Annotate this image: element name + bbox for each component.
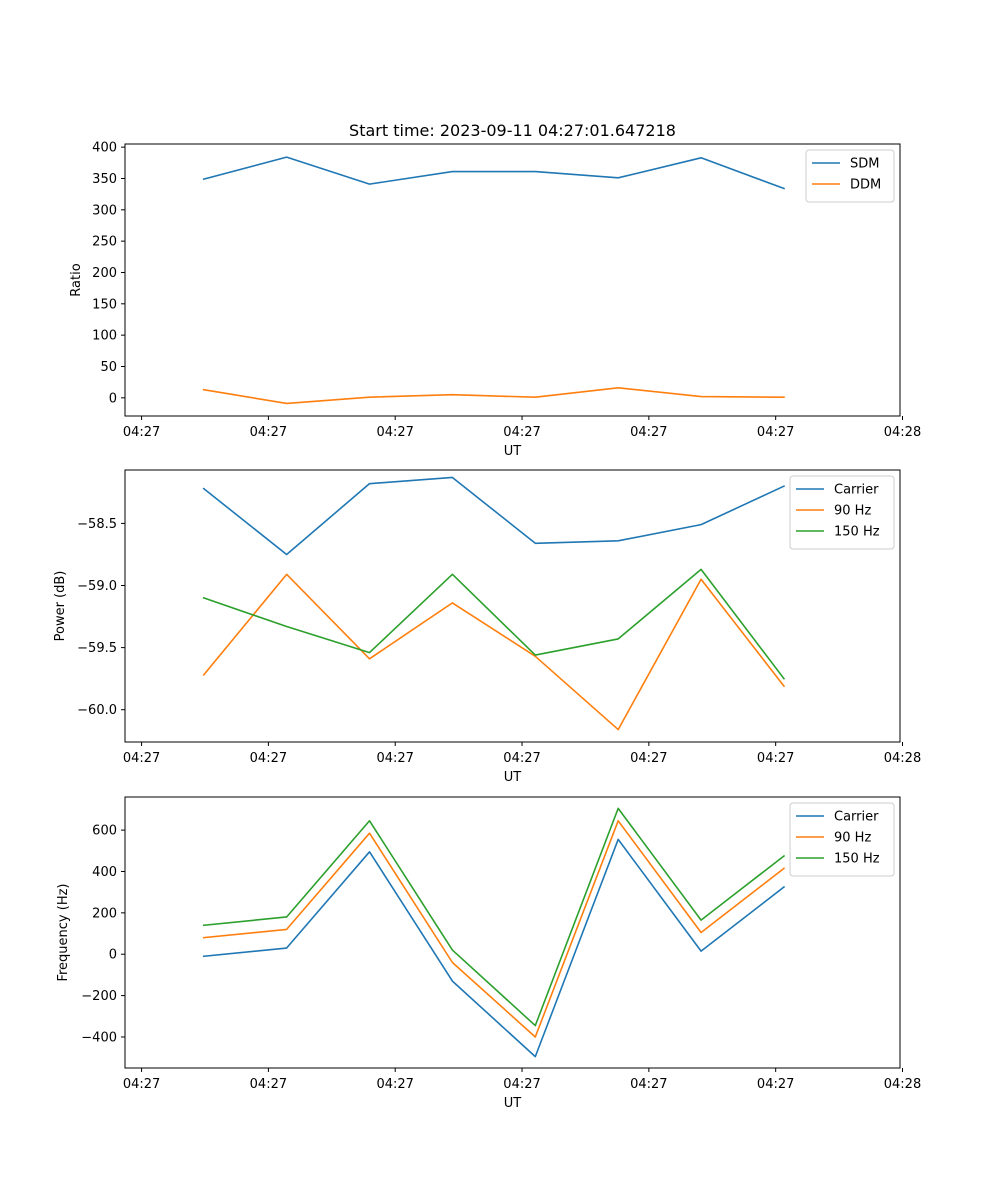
power-x-tick-label: 04:27 [376, 751, 413, 766]
frequency-panel: −400 −200 0 200 400 600 04:27 04:27 04:27 04:27 04… [56, 796, 921, 1111]
power-x-tick-label: 04:27 [123, 751, 160, 766]
ratio-y-axis-label: Ratio [69, 263, 84, 296]
ratio-legend-ddm-label: DDM [850, 178, 881, 193]
frequency-x-tick-label: 04:27 [757, 1077, 794, 1092]
frequency-y-tick-label: −400 [81, 1030, 117, 1045]
frequency-series-90-hz-line [202, 819, 786, 1038]
ratio-panel: 0 50 100 150 200 250 300 350 400 04:27 04:27 04:27 0… [69, 141, 921, 459]
ratio-x-tick-label: 04:27 [757, 425, 794, 440]
power-y-tick-label: −59.5 [77, 641, 117, 656]
ratio-axes-frame [124, 143, 901, 417]
frequency-x-axis-label: UT [504, 1096, 522, 1111]
ratio-x-tick-label: 04:28 [884, 425, 921, 440]
frequency-y-axis-label: Frequency (Hz) [56, 883, 71, 981]
power-legend: Carrier 90 Hz 150 Hz [789, 475, 895, 550]
ratio-y-tick-label: 50 [100, 360, 117, 375]
frequency-legend-150-hz-label: 150 Hz [834, 852, 880, 867]
frequency-axes-frame [124, 796, 901, 1069]
ratio-legend: SDM DDM [805, 149, 895, 203]
ratio-series-sdm-line [202, 156, 785, 190]
ratio-x-tick-label: 04:27 [123, 425, 160, 440]
power-x-tick-label: 04:27 [503, 751, 540, 766]
frequency-legend: Carrier 90 Hz 150 Hz [789, 802, 895, 877]
frequency-y-tick-label: 0 [109, 948, 117, 963]
power-x-tick-label: 04:27 [757, 751, 794, 766]
ratio-y-tick-label: 250 [92, 235, 117, 250]
ratio-y-tick-label: 300 [92, 203, 117, 218]
power-legend-150-hz-label: 150 Hz [834, 525, 880, 540]
frequency-series-150-hz-line [202, 807, 786, 1027]
ratio-x-tick-label: 04:27 [630, 425, 667, 440]
ratio-y-tick-label: 0 [109, 391, 117, 406]
power-legend-90-hz-label: 90 Hz [834, 504, 871, 519]
power-x-tick-label: 04:27 [250, 751, 287, 766]
ratio-y-tick-label: 100 [92, 329, 117, 344]
power-y-tick-label: −60.0 [77, 703, 117, 718]
frequency-x-tick-label: 04:27 [376, 1077, 413, 1092]
ratio-series-ddm-line [202, 386, 785, 405]
frequency-y-tick-label: 600 [92, 824, 117, 839]
ratio-x-tick-label: 04:27 [503, 425, 540, 440]
power-series-90-hz-line [202, 573, 786, 731]
power-x-axis-label: UT [504, 770, 522, 785]
power-y-axis-label: Power (dB) [53, 571, 68, 642]
ratio-y-tick-label: 150 [92, 297, 117, 312]
ratio-legend-sdm-label: SDM [850, 157, 879, 172]
frequency-x-tick-label: 04:27 [503, 1077, 540, 1092]
frequency-y-tick-label: 200 [92, 906, 117, 921]
power-panel: −60.0 −59.5 −59.0 −58.5 04:27 04:27 04:27 04:27… [53, 469, 921, 785]
power-series-carrier-line [202, 476, 786, 556]
frequency-series-carrier-line [202, 838, 786, 1058]
ratio-x-tick-label: 04:27 [250, 425, 287, 440]
frequency-x-tick-label: 04:28 [884, 1077, 921, 1092]
ratio-x-axis-label: UT [504, 444, 522, 459]
power-y-tick-label: −59.0 [77, 579, 117, 594]
figure-title: Start time: 2023-09-11 04:27:01.647218 [349, 121, 676, 140]
power-y-tick-label: −58.5 [77, 517, 117, 532]
power-series-150-hz-line [202, 568, 786, 680]
power-x-tick-label: 04:27 [630, 751, 667, 766]
ratio-x-tick-label: 04:27 [376, 425, 413, 440]
frequency-y-tick-label: −200 [81, 989, 117, 1004]
ratio-y-tick-label: 200 [92, 266, 117, 281]
power-x-tick-label: 04:28 [884, 751, 921, 766]
ratio-y-tick-label: 400 [92, 141, 117, 156]
ratio-y-tick-label: 350 [92, 172, 117, 187]
frequency-x-tick-label: 04:27 [250, 1077, 287, 1092]
frequency-legend-90-hz-label: 90 Hz [834, 831, 871, 846]
power-axes-frame [124, 469, 901, 743]
frequency-x-tick-label: 04:27 [630, 1077, 667, 1092]
frequency-y-tick-label: 400 [92, 865, 117, 880]
frequency-legend-carrier-label: Carrier [834, 810, 879, 825]
power-legend-carrier-label: Carrier [834, 483, 879, 498]
frequency-x-tick-label: 04:27 [123, 1077, 160, 1092]
